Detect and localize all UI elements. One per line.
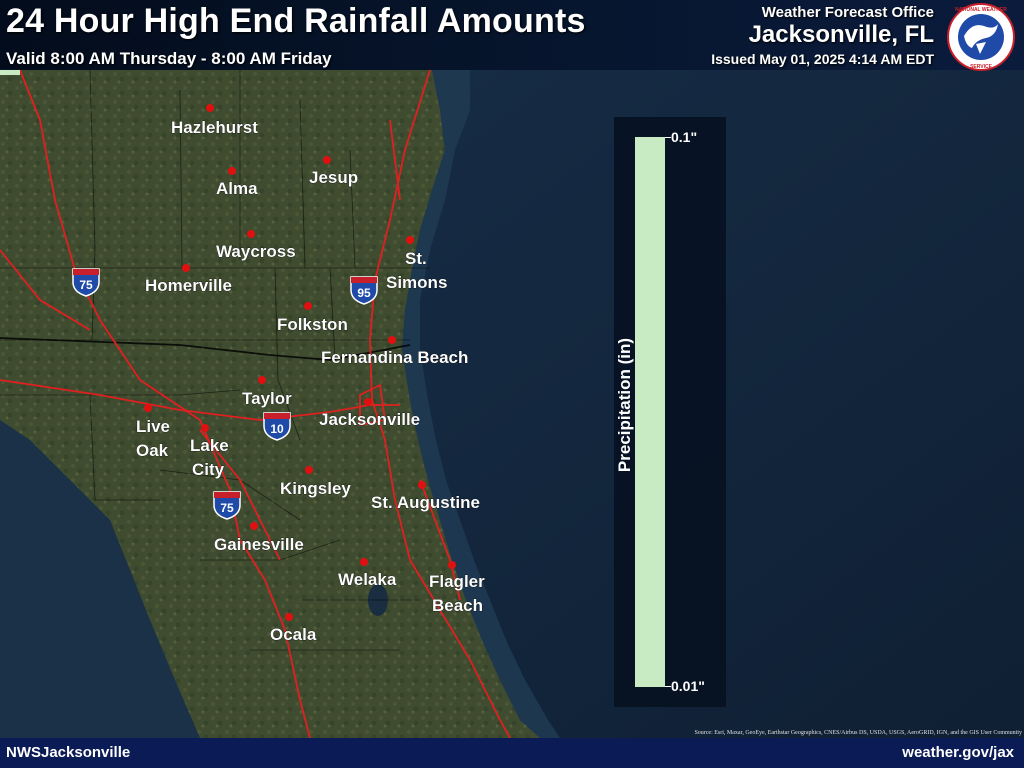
city-label-homerville: Homerville	[145, 276, 232, 295]
city-dot-taylor	[258, 376, 266, 384]
legend-tick-max	[665, 137, 671, 138]
nws-logo-text: NATIONAL WEATHER	[955, 7, 1007, 13]
city-label-welaka: Welaka	[338, 570, 397, 589]
city-label-fernandina-beach: Fernandina Beach	[321, 348, 468, 367]
interstate-shield-10: 10	[263, 412, 291, 441]
city-dot-homerville	[182, 264, 190, 272]
legend-panel	[614, 117, 726, 707]
city-label-gainesville: Gainesville	[214, 535, 304, 554]
interstate-label-75-north: 75	[79, 278, 93, 292]
city-dot-alma	[228, 167, 236, 175]
legend-min-label: 0.01"	[671, 678, 705, 694]
city-label-live-oak: Live Oak	[136, 417, 175, 460]
city-label-jesup: Jesup	[309, 168, 358, 187]
interstate-label-75-south: 75	[220, 501, 234, 515]
city-label-st-simons: St. Simons	[386, 249, 447, 292]
interstate-shield-75-north: 75	[72, 268, 100, 297]
issued-time: Issued May 01, 2025 4:14 AM EDT	[711, 51, 934, 67]
map-title: 24 Hour High End Rainfall Amounts	[6, 2, 586, 40]
city-dots	[144, 104, 456, 621]
footer-bar: NWSJacksonville weather.gov/jax	[0, 738, 1024, 768]
city-dot-waycross	[247, 230, 255, 238]
interstate-shield-95: 95	[350, 276, 378, 305]
city-label-st-augustine: St. Augustine	[371, 493, 480, 512]
interstate-label-10: 10	[270, 422, 284, 436]
city-label-jacksonville: Jacksonville	[319, 410, 420, 429]
city-label-flagler-beach: Flagler Beach	[429, 572, 489, 615]
city-label-flagler-beach-line1: Flagler	[429, 572, 485, 591]
legend-title: Precipitation (in)	[615, 337, 634, 473]
gulf-of-mexico	[0, 420, 200, 738]
nws-logo: NATIONAL WEATHER SERVICE	[947, 3, 1015, 71]
city-label-live-oak-line2: Oak	[136, 441, 169, 460]
city-label-alma: Alma	[216, 179, 258, 198]
city-label-waycross: Waycross	[216, 242, 296, 261]
rainfall-sliver	[0, 69, 20, 75]
county-borders	[0, 69, 430, 651]
header-bar: 24 Hour High End Rainfall Amounts Valid …	[0, 0, 1024, 71]
city-dot-folkston	[304, 302, 312, 310]
svg-text:SERVICE: SERVICE	[970, 64, 993, 70]
state-line	[0, 337, 411, 361]
legend-max-label: 0.1"	[671, 129, 698, 145]
city-dot-ocala	[285, 613, 293, 621]
city-dot-hazlehurst	[206, 104, 214, 112]
city-label-live-oak-line1: Live	[136, 417, 170, 436]
city-dot-live-oak	[144, 404, 152, 412]
city-label-st-simons-line1: St.	[405, 249, 427, 268]
map-source-attribution: Source: Esri, Maxar, GeoEye, Earthstar G…	[694, 730, 1022, 736]
land-mass	[0, 70, 540, 738]
city-dot-gainesville	[250, 522, 258, 530]
city-dot-st-augustine	[418, 481, 426, 489]
city-label-lake-city-line1: Lake	[190, 436, 229, 455]
social-handle[interactable]: NWSJacksonville	[6, 744, 131, 761]
city-dot-fernandina-beach	[388, 336, 396, 344]
city-label-lake-city: Lake City	[190, 436, 233, 479]
city-dot-welaka	[360, 558, 368, 566]
city-label-st-simons-line2: Simons	[386, 273, 447, 292]
interstate-label-95: 95	[357, 286, 371, 300]
city-label-hazlehurst: Hazlehurst	[171, 118, 258, 137]
city-dot-st-simons	[406, 236, 414, 244]
continental-shelf	[402, 70, 560, 738]
city-label-folkston: Folkston	[277, 315, 348, 334]
roads	[0, 69, 511, 739]
office-label: Weather Forecast Office	[761, 4, 934, 21]
website-link[interactable]: weather.gov/jax	[902, 744, 1014, 761]
legend-color-bar	[635, 137, 665, 687]
city-label-flagler-beach-line2: Beach	[432, 596, 483, 615]
city-dot-jacksonville	[364, 398, 372, 406]
interstate-shield-75-south: 75	[213, 491, 241, 520]
legend-tick-min	[665, 686, 671, 687]
city-label-lake-city-line2: City	[192, 460, 225, 479]
city-label-taylor: Taylor	[242, 389, 292, 408]
city-label-kingsley: Kingsley	[280, 479, 351, 498]
city-label-ocala: Ocala	[270, 625, 317, 644]
valid-period: Valid 8:00 AM Thursday - 8:00 AM Friday	[6, 49, 332, 68]
city-labels: Hazlehurst Alma Jesup Waycross St. Simon…	[136, 118, 489, 645]
city-dot-kingsley	[305, 466, 313, 474]
city-dot-flagler-beach	[448, 561, 456, 569]
city-dot-jesup	[323, 156, 331, 164]
office-city: Jacksonville, FL	[748, 21, 934, 48]
city-dot-lake-city	[201, 424, 209, 432]
